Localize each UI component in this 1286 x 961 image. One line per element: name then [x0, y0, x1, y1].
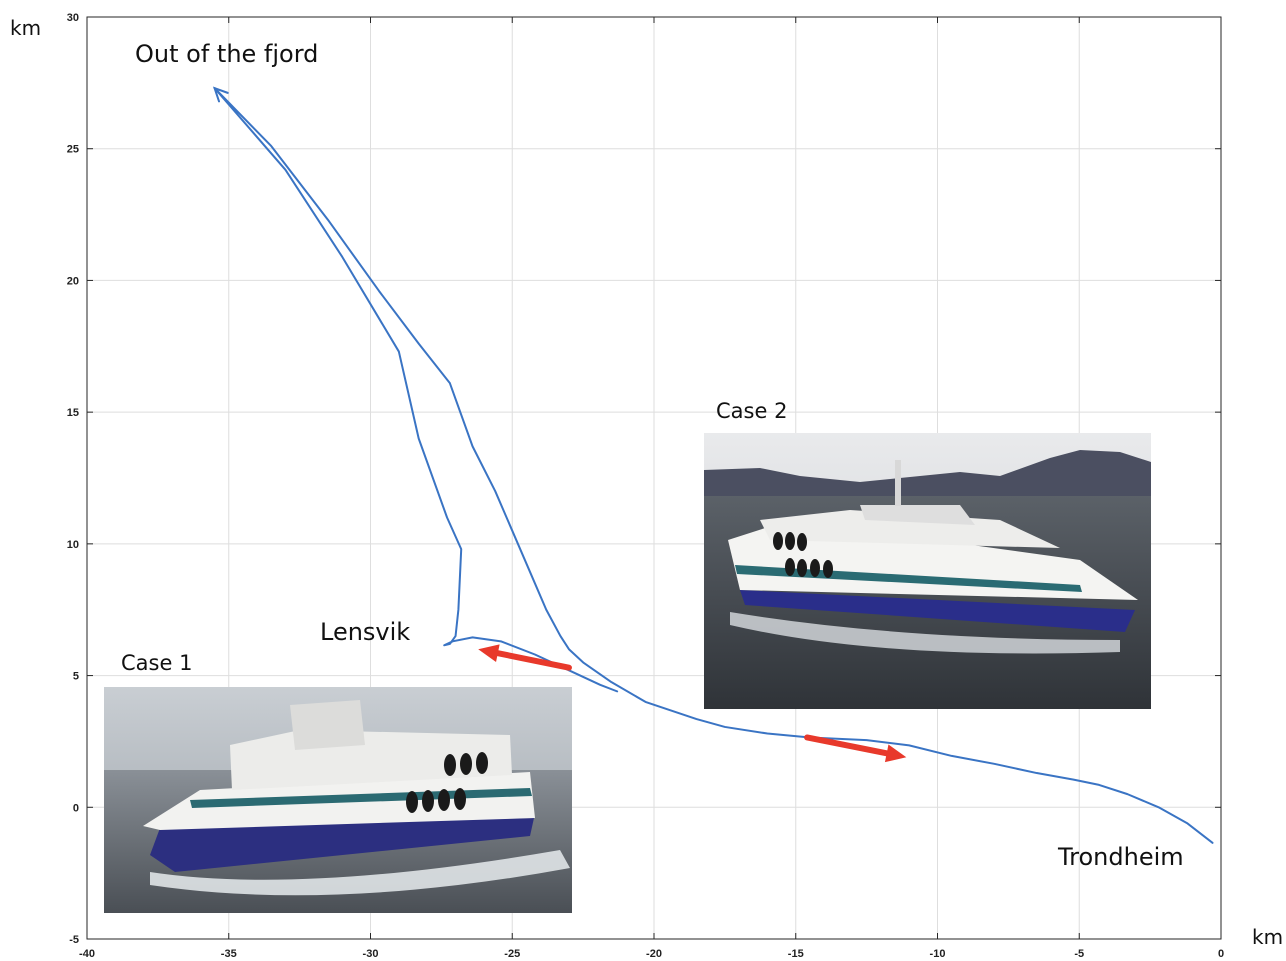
direction-arrow-shaft: [494, 650, 572, 671]
x-tick-label: -40: [79, 948, 95, 960]
direction-arrow-head: [478, 644, 500, 663]
y-tick-label: 5: [73, 671, 79, 683]
y-tick-label: 15: [67, 407, 79, 419]
x-tick-label: -10: [930, 948, 946, 960]
x-tick-label: -30: [363, 948, 379, 960]
case2-ferry-photo: [704, 433, 1151, 709]
x-tick-label: -20: [646, 948, 662, 960]
x-tick-label: 0: [1218, 948, 1224, 960]
direction-arrow-head: [884, 744, 907, 763]
label-case2: Case 2: [716, 399, 787, 423]
direction-arrow-shaft: [804, 734, 890, 757]
label-case1: Case 1: [121, 651, 192, 675]
y-tick-label: -5: [69, 934, 79, 946]
label-lensvik: Lensvik: [320, 618, 410, 646]
direction-arrows: [478, 644, 907, 763]
y-tick-label: 0: [73, 802, 79, 814]
label-out-of-fjord: Out of the fjord: [135, 40, 318, 68]
axis-ticks: -40 -35 -30 -25 -20 -15 -10 -5 0 -5 0 5 10 15 20 25 30: [67, 12, 1224, 960]
trajectory-line: [213, 87, 1214, 844]
y-unit-label: km: [10, 16, 41, 40]
label-trondheim: Trondheim: [1057, 843, 1184, 871]
y-tick-label: 25: [67, 144, 79, 156]
x-tick-label: -25: [504, 948, 520, 960]
x-tick-label: -5: [1074, 948, 1084, 960]
trajectory-end-arrowhead: [212, 86, 229, 103]
x-tick-label: -35: [221, 948, 237, 960]
x-unit-label: km: [1252, 925, 1283, 949]
y-tick-label: 20: [67, 275, 79, 287]
y-tick-label: 10: [67, 539, 79, 551]
x-tick-label: -15: [788, 948, 804, 960]
case1-ferry-photo: [104, 687, 572, 913]
y-tick-label: 30: [67, 12, 79, 24]
